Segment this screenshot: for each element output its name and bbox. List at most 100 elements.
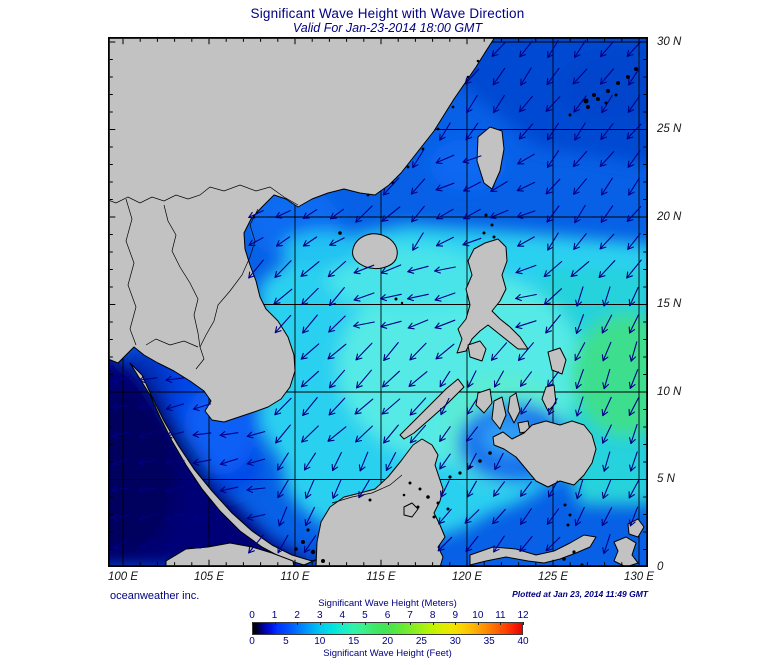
- small-islands: [294, 59, 638, 567]
- island-dot: [606, 89, 610, 93]
- meters-tick: 11: [495, 610, 506, 621]
- island-dot: [394, 297, 398, 301]
- y-axis-label: 10 N: [657, 385, 682, 398]
- island-dot: [568, 513, 572, 517]
- halmahera-north: [627, 518, 645, 538]
- x-axis-label: 105 E: [193, 571, 225, 583]
- meters-tick: 5: [362, 610, 368, 621]
- feet-tick: 10: [314, 636, 326, 647]
- panay: [475, 388, 493, 414]
- island-dot: [294, 547, 298, 551]
- bar-tickmark: [274, 622, 276, 625]
- island-dot: [616, 81, 620, 85]
- island-dot: [626, 75, 630, 79]
- x-axis-label: 115 E: [366, 571, 396, 583]
- meters-tick: 2: [294, 610, 300, 621]
- country-borders: [108, 184, 403, 504]
- cebu: [507, 392, 521, 424]
- island-dot: [418, 487, 422, 491]
- island-dot: [488, 451, 492, 455]
- y-axis-label: 20 N: [657, 210, 682, 223]
- map-frame: [107, 36, 649, 568]
- island-dot: [400, 301, 404, 305]
- meters-tick: 8: [429, 610, 436, 621]
- bar-tickmark: [477, 622, 479, 625]
- valid-time-subtitle: Valid For Jan-23-2014 18:00 GMT: [292, 21, 483, 35]
- negros: [491, 396, 507, 430]
- island-dot: [592, 93, 596, 97]
- y-axis-label: 5 N: [657, 473, 675, 485]
- feet-tick: 20: [381, 636, 394, 647]
- y-axis-label: 15 N: [657, 298, 682, 310]
- island-dot: [466, 75, 470, 79]
- island-dot: [572, 550, 576, 554]
- island-dot: [492, 235, 496, 239]
- feet-tick: 40: [517, 636, 529, 647]
- wave-direction-arrows: [111, 39, 642, 555]
- bar-tickmark: [432, 622, 434, 625]
- colorbar-meters-label: Significant Wave Height (Meters): [318, 598, 457, 609]
- island-dot: [596, 97, 600, 101]
- feet-tick: 35: [483, 636, 495, 647]
- island-dot: [451, 105, 455, 109]
- map-area: [107, 36, 649, 568]
- feet-tick: 25: [415, 636, 427, 647]
- meters-tick: 0: [249, 610, 255, 621]
- x-axis-label: 125 E: [537, 571, 569, 583]
- meters-tick: 10: [472, 610, 484, 621]
- sulawesi-arm: [469, 534, 597, 566]
- axis-ticks: [109, 38, 647, 566]
- credit-text: oceanweather inc.: [110, 590, 200, 602]
- taiwan: [476, 126, 505, 190]
- island-dot: [586, 105, 590, 109]
- natuna: [403, 502, 419, 518]
- mindoro: [467, 340, 487, 362]
- x-axis-label: 110 E: [280, 571, 310, 583]
- island-dot: [436, 127, 440, 131]
- island-dot: [436, 501, 440, 505]
- feet-tick: 30: [449, 636, 461, 647]
- bar-tickmark: [342, 622, 344, 625]
- island-dot: [426, 495, 430, 499]
- bar-tickmark: [500, 622, 502, 625]
- island-dot: [321, 559, 325, 563]
- bar-tickmark: [410, 622, 412, 625]
- meters-tick: 1: [271, 610, 278, 621]
- island-dot: [368, 498, 372, 502]
- x-axis-label: 120 E: [451, 571, 483, 583]
- map-svg: [107, 36, 649, 568]
- meters-tick: 3: [316, 610, 323, 621]
- meters-tick: 12: [517, 610, 529, 621]
- island-dot: [583, 98, 589, 104]
- plotted-timestamp: Plotted at Jan 23, 2014 11:49 GMT: [512, 589, 648, 599]
- island-dot: [301, 540, 305, 544]
- bar-tickmark: [455, 622, 457, 625]
- island-dot: [566, 523, 570, 527]
- bar-tickmark: [387, 622, 389, 625]
- meters-tick: 7: [407, 610, 413, 621]
- leyte: [541, 384, 557, 412]
- colorbar-feet-ticks: 0 5 10 15 20 25 30 35 40: [249, 636, 528, 648]
- island-dot: [338, 231, 342, 235]
- halmahera-south: [613, 536, 639, 567]
- page-title: Significant Wave Height with Wave Direct…: [250, 6, 525, 21]
- island-dot: [490, 223, 494, 227]
- feet-tick: 15: [348, 636, 360, 647]
- island-dot: [568, 113, 572, 117]
- island-dot: [416, 505, 420, 509]
- island-dot: [562, 557, 566, 561]
- y-axis-label: 30 N: [657, 35, 682, 48]
- island-dot: [446, 507, 450, 511]
- island-dot: [432, 515, 436, 519]
- meters-tick: 6: [384, 610, 391, 621]
- island-dot: [421, 147, 425, 151]
- feet-tick: 5: [283, 636, 289, 647]
- colorbar-bar-wrap: [252, 622, 524, 636]
- hainan: [352, 233, 398, 270]
- island-dot: [476, 59, 480, 63]
- island-dot: [482, 231, 486, 235]
- island-dot: [448, 475, 452, 479]
- y-axis-label: 25 N: [657, 123, 682, 135]
